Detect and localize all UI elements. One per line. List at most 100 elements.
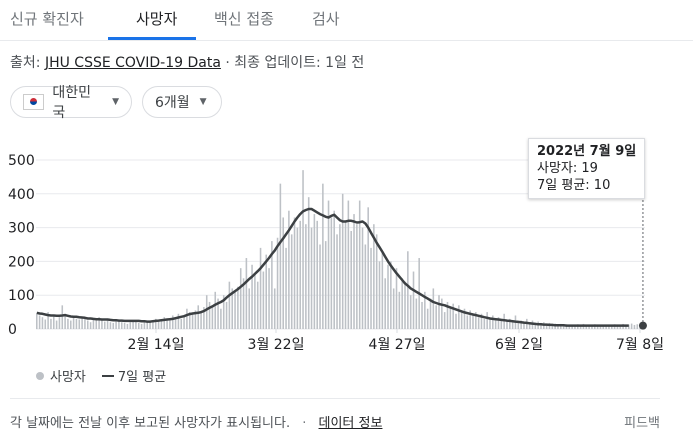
bar: [330, 217, 333, 329]
tooltip-deaths: 사망자: 19: [537, 161, 598, 176]
bar: [84, 318, 86, 329]
bar: [115, 320, 117, 329]
bar: [75, 318, 78, 329]
bar: [126, 323, 129, 329]
bar: [273, 288, 276, 329]
tab-new-cases[interactable]: 신규 확진자: [10, 10, 84, 28]
bar: [387, 264, 389, 329]
bar: [208, 301, 211, 329]
tab-bar: 신규 확진자 사망자 백신 접종 검사: [0, 0, 693, 41]
bar: [191, 313, 194, 329]
bar: [472, 313, 474, 329]
bar: [231, 288, 234, 329]
bar: [336, 234, 338, 329]
feedback-link[interactable]: 피드백: [624, 416, 660, 431]
bar: [492, 315, 494, 329]
bar: [477, 317, 480, 329]
bar: [234, 290, 236, 329]
bar: [469, 310, 471, 329]
source-line: 출처: JHU CSSE COVID-19 Data · 최종 업데이트: 1일…: [10, 52, 364, 72]
line-legend-icon: [101, 374, 114, 377]
bar: [251, 264, 253, 329]
bar: [599, 324, 602, 329]
deaths-chart[interactable]: 0 100 200 300 400 500 2월 14일 3월 22일 4월 27일 6월 2일 7…: [0, 130, 693, 360]
bar: [390, 261, 392, 329]
bar: [339, 224, 341, 329]
bar: [259, 247, 262, 329]
bar: [188, 312, 191, 329]
period-dropdown[interactable]: 6개월 ▼: [142, 86, 222, 118]
bar: [322, 183, 324, 329]
bar: [177, 313, 180, 329]
bar: [466, 315, 469, 329]
bar: [36, 313, 38, 329]
bar: [203, 307, 205, 329]
bar: [95, 320, 98, 329]
caret-down-icon: ▼: [199, 97, 207, 107]
tab-vaccines[interactable]: 백신 접종: [214, 10, 274, 28]
bar: [404, 281, 406, 329]
bar: [375, 234, 378, 329]
bar: [135, 320, 137, 329]
bar: [429, 298, 432, 329]
average-line: [36, 207, 629, 327]
bar: [262, 271, 265, 329]
bar: [585, 325, 588, 329]
bar: [424, 291, 426, 329]
bar: [458, 305, 460, 329]
bar: [254, 274, 256, 329]
bar: [72, 315, 75, 329]
bar: [630, 323, 633, 329]
bar: [489, 319, 491, 329]
source-prefix: 출처:: [10, 55, 45, 71]
bar: [92, 319, 95, 329]
legend-deaths: 사망자: [50, 370, 86, 385]
bar: [50, 318, 52, 329]
bar: [101, 318, 103, 329]
bar: [511, 322, 514, 329]
bar: [171, 315, 174, 329]
tooltip-average: 7일 평균: 10: [537, 178, 611, 193]
bar: [373, 224, 375, 329]
bar: [438, 295, 440, 329]
bar: [341, 193, 344, 329]
bar: [112, 322, 115, 329]
tab-deaths[interactable]: 사망자: [136, 10, 178, 28]
bar: [146, 320, 149, 329]
x-tick-label: 6월 2일: [495, 337, 543, 353]
bar: [271, 241, 273, 329]
bar: [217, 298, 219, 329]
divider: [10, 398, 660, 399]
bar: [455, 313, 457, 329]
bar: [222, 295, 225, 329]
bar: [123, 322, 126, 329]
bar: [118, 321, 120, 329]
bar: [186, 308, 188, 329]
bar: [282, 217, 284, 329]
bar: [78, 319, 81, 329]
bar: [299, 220, 301, 329]
bar: [265, 254, 267, 329]
bar: [596, 325, 599, 329]
bar: [81, 317, 83, 329]
bar: [506, 320, 508, 329]
data-info-link[interactable]: 데이터 정보: [318, 416, 383, 431]
bar: [534, 323, 537, 329]
bar: [228, 281, 231, 329]
tab-tests[interactable]: 검사: [312, 10, 340, 28]
bar: [41, 317, 44, 329]
bar: [540, 322, 542, 329]
bar: [245, 258, 248, 329]
bar: [174, 317, 177, 329]
bar: [384, 278, 386, 329]
bar: [38, 315, 41, 329]
bar: [86, 320, 89, 329]
bar: [579, 324, 582, 329]
bar: [183, 315, 185, 329]
bar: [633, 324, 636, 329]
bar: [625, 325, 627, 329]
source-link[interactable]: JHU CSSE COVID-19 Data: [44, 55, 221, 71]
region-dropdown[interactable]: 대한민국 ▼: [10, 85, 132, 121]
bar: [616, 325, 619, 329]
bar: [61, 305, 64, 329]
